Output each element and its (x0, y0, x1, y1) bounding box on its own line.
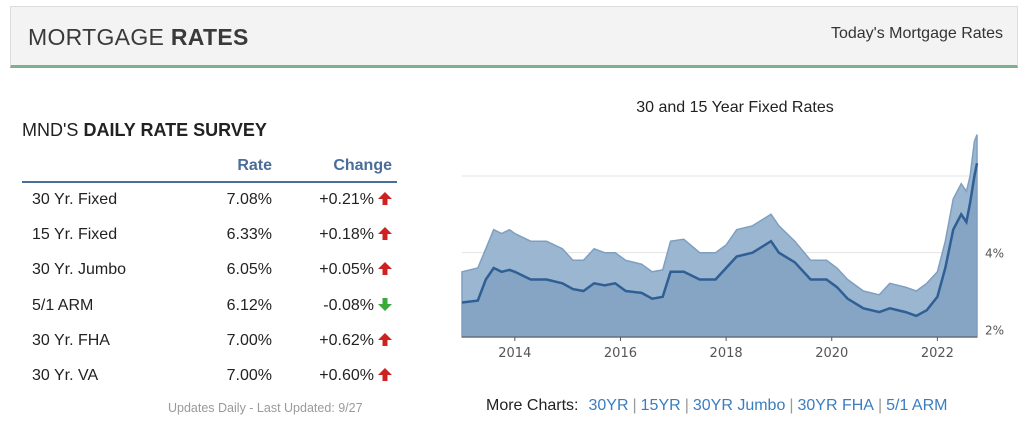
product-name[interactable]: 30 Yr. FHA (32, 331, 110, 349)
change-value: -0.08% (323, 296, 374, 314)
survey-title: MND'S DAILY RATE SURVEY (22, 120, 267, 140)
x-tick-label: 2018 (710, 346, 743, 361)
table-row: 30 Yr. VA 7.00% +0.60% (22, 358, 397, 393)
rate-survey-table: Rate Change 30 Yr. Fixed 7.08% +0.21% 15 Yr… (22, 150, 397, 394)
table-row: 5/1 ARM 6.12% -0.08% (22, 288, 397, 323)
rate-value: 6.05% (226, 261, 272, 279)
down-arrow-icon (378, 297, 392, 311)
change-value: +0.60% (319, 367, 374, 385)
y-axis-ticks: 2% 4% (985, 247, 1004, 338)
todays-mortgage-rates-link[interactable]: Today's Mortgage Rates (830, 25, 1003, 42)
up-arrow-icon (378, 226, 392, 240)
change-cell: +0.05% (277, 253, 397, 288)
change-value: +0.05% (319, 261, 374, 279)
change-value: +0.18% (319, 225, 374, 243)
chart-link[interactable]: 5/1 ARM (886, 397, 948, 414)
chart-link[interactable]: 30YR (588, 397, 629, 414)
link-separator: | (789, 397, 794, 414)
y-tick-label: 4% (985, 247, 1004, 261)
link-separator: | (684, 397, 689, 414)
series-15yr-area (462, 163, 977, 337)
page-title: MORTGAGE RATES (28, 24, 249, 50)
product-name[interactable]: 15 Yr. Fixed (32, 225, 118, 243)
change-cell: +0.60% (277, 358, 397, 393)
rate-value: 7.08% (226, 191, 272, 209)
change-column-header: Change (277, 150, 397, 183)
series-15yr-line (461, 163, 979, 318)
x-tick-label: 2016 (604, 346, 637, 361)
product-column-header (22, 150, 187, 183)
x-tick-label: 2020 (815, 346, 848, 361)
link-separator: | (632, 397, 637, 414)
change-cell: +0.62% (277, 323, 397, 358)
product-name[interactable]: 30 Yr. Fixed (32, 191, 118, 209)
change-cell: +0.18% (277, 217, 397, 252)
product-name[interactable]: 30 Yr. Jumbo (32, 261, 126, 279)
rate-value: 6.12% (226, 296, 272, 314)
chart-link[interactable]: 30YR FHA (797, 397, 874, 414)
y-tick-label: 2% (985, 323, 1004, 337)
product-name[interactable]: 5/1 ARM (32, 296, 94, 314)
up-arrow-icon (378, 262, 392, 276)
up-arrow-icon (378, 368, 392, 382)
up-arrow-icon (378, 332, 392, 346)
chart-link[interactable]: 30YR Jumbo (692, 397, 786, 414)
rate-value: 6.33% (226, 225, 272, 243)
more-charts-label: More Charts: (486, 397, 579, 414)
table-row: 30 Yr. FHA 7.00% +0.62% (22, 323, 397, 358)
chart-title: 30 and 15 Year Fixed Rates (636, 99, 834, 116)
x-axis-ticks: 2014 2016 2018 2020 2022 (498, 337, 954, 361)
up-arrow-icon (378, 192, 392, 206)
rates-chart[interactable]: 2014 2016 2018 2020 2022 2% 4% (455, 125, 1010, 370)
rate-value: 7.00% (226, 367, 272, 385)
change-cell: -0.08% (277, 288, 397, 323)
product-name[interactable]: 30 Yr. VA (32, 367, 99, 385)
change-value: +0.21% (319, 191, 374, 209)
link-separator: | (877, 397, 883, 414)
x-tick-label: 2022 (921, 346, 954, 361)
table-header-row: Rate Change (22, 150, 397, 183)
change-cell: +0.21% (277, 182, 397, 217)
x-tick-label: 2014 (498, 346, 531, 361)
table-row: 30 Yr. Jumbo 6.05% +0.05% (22, 253, 397, 288)
table-row: 30 Yr. Fixed 7.08% +0.21% (22, 182, 397, 217)
rate-value: 7.00% (226, 331, 272, 349)
table-row: 15 Yr. Fixed 6.33% +0.18% (22, 217, 397, 252)
rate-column-header: Rate (187, 150, 277, 183)
page-header: MORTGAGE RATES Today's Mortgage Rates (10, 6, 1018, 68)
more-charts: More Charts: 30YR | 15YR | 30YR Jumbo | 30YR FH… (486, 397, 947, 415)
change-value: +0.62% (319, 331, 374, 349)
chart-link[interactable]: 15YR (640, 397, 681, 414)
last-updated-note: Updates Daily - Last Updated: 9/27 (168, 401, 363, 415)
